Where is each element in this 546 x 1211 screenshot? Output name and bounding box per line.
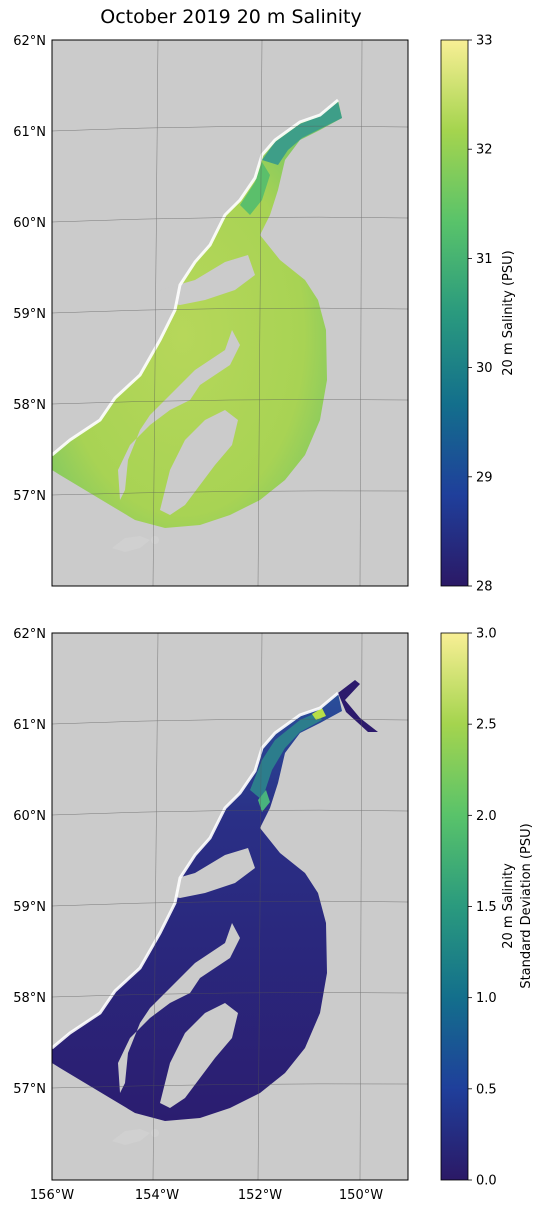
figure-title: October 2019 20 m Salinity <box>100 6 362 28</box>
colorbar-tick-label: 28 <box>476 580 493 595</box>
lat-label: 61°N <box>13 125 46 140</box>
colorbar-tick-label: 29 <box>476 470 493 485</box>
lat-label: 57°N <box>13 489 46 504</box>
lat-label: 59°N <box>13 900 46 915</box>
map-frame <box>51 632 409 1181</box>
lat-label: 60°N <box>13 809 46 824</box>
lat-label: 60°N <box>13 216 46 231</box>
lat-label: 57°N <box>13 1082 46 1097</box>
stddev-field <box>52 693 342 1121</box>
salinity-field <box>52 100 342 528</box>
lat-labels: 62°N 61°N 60°N 59°N 58°N 57°N <box>13 34 46 504</box>
colorbar-tick-label: 1.5 <box>476 900 497 915</box>
lat-label: 59°N <box>13 307 46 322</box>
stddev-colorbar: 3.0 2.5 2.0 1.5 1.0 0.5 0.0 20 m Salinity Stan… <box>440 627 534 1189</box>
colorbar-tick-label: 0.5 <box>476 1082 497 1097</box>
lat-labels: 62°N 61°N 60°N 59°N 58°N 57°N <box>13 627 46 1097</box>
colorbar-gradient <box>440 39 469 587</box>
colorbar-tick-label: 31 <box>476 252 493 267</box>
colorbar-ticks: 33 32 31 30 29 28 <box>468 34 493 595</box>
graticule <box>52 633 408 1180</box>
inlet-low-salinity <box>262 102 342 165</box>
colorbar-tick-label: 30 <box>476 361 493 376</box>
colorbar-tick-label: 32 <box>476 143 493 158</box>
lat-label: 62°N <box>13 627 46 642</box>
colorbar-tick-label: 33 <box>476 34 493 49</box>
map-frame <box>51 39 409 587</box>
island-land <box>118 330 240 500</box>
colorbar-tick-label: 0.0 <box>476 1174 497 1189</box>
lat-label: 62°N <box>13 34 46 49</box>
graticule <box>52 40 408 586</box>
lon-labels: 156°W 154°W 152°W 150°W <box>30 1188 383 1203</box>
colorbar-label: 20 m Salinity (PSU) <box>501 250 516 375</box>
colorbar-label: 20 m Salinity <box>501 863 516 949</box>
lat-label: 61°N <box>13 718 46 733</box>
lat-label: 58°N <box>13 991 46 1006</box>
lon-label: 156°W <box>30 1188 74 1203</box>
salinity-map-panel: 62°N 61°N 60°N 59°N 58°N 57°N <box>13 34 409 587</box>
stddev-map-panel: 62°N 61°N 60°N 59°N 58°N 57°N 156°W 154°… <box>13 627 409 1203</box>
lon-label: 152°W <box>238 1188 282 1203</box>
colorbar-tick-label: 1.0 <box>476 991 497 1006</box>
colorbar-ticks: 3.0 2.5 2.0 1.5 1.0 0.5 0.0 <box>468 627 497 1189</box>
salinity-colorbar: 33 32 31 30 29 28 20 m Salinity (PSU) <box>440 34 516 595</box>
lon-label: 150°W <box>339 1188 383 1203</box>
colorbar-tick-label: 2.0 <box>476 809 497 824</box>
colorbar-tick-label: 2.5 <box>476 718 497 733</box>
lon-label: 154°W <box>135 1188 179 1203</box>
colorbar-label-line2: Standard Deviation (PSU) <box>519 823 534 988</box>
colorbar-tick-label: 3.0 <box>476 627 497 642</box>
lat-label: 58°N <box>13 398 46 413</box>
colorbar-gradient <box>440 632 469 1181</box>
